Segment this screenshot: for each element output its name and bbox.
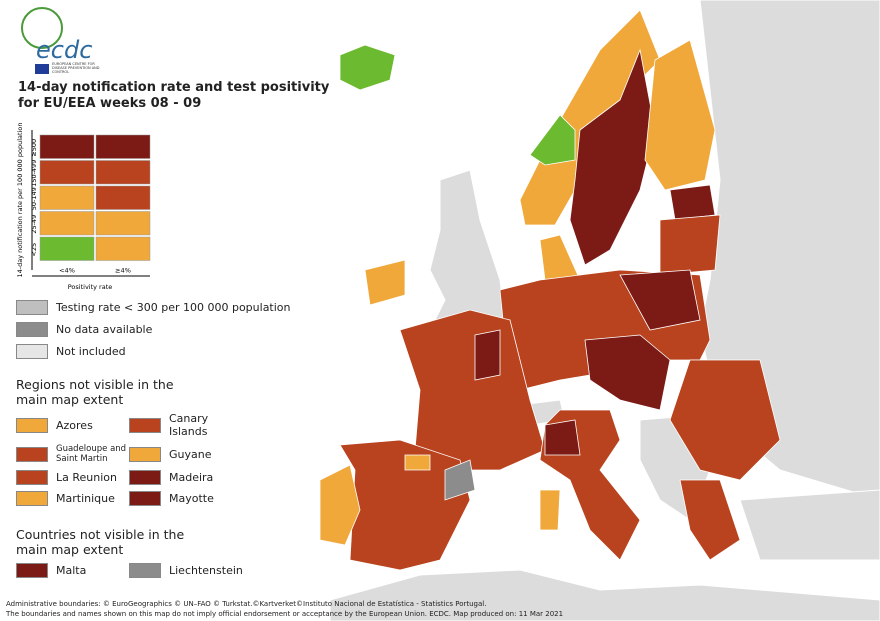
row-label: 25-49 — [30, 215, 38, 234]
legend-swatch — [16, 322, 48, 337]
matrix-cell — [95, 236, 151, 261]
ireland — [364, 259, 406, 306]
legend-item: Guadeloupe and Saint Martin — [16, 444, 129, 464]
czechia-hungary — [584, 334, 671, 411]
legend-swatch — [16, 491, 48, 506]
legend-item: La Reunion — [16, 470, 129, 485]
france-dark — [474, 329, 501, 381]
legend-swatch — [16, 417, 48, 433]
legend-item: Guyane — [129, 444, 239, 464]
legend-label: Canary Islands — [169, 412, 209, 438]
title: 14-day notification rate and test positi… — [18, 80, 329, 112]
footer-line: The boundaries and names shown on this m… — [6, 610, 564, 618]
matrix-cell — [39, 211, 95, 236]
legend-label: No data available — [56, 323, 153, 336]
title-line: 14-day notification rate and test positi… — [18, 80, 330, 95]
iceland — [339, 44, 396, 91]
finland — [644, 39, 716, 191]
legend-item: Azores — [16, 412, 129, 438]
legend-swatch — [129, 470, 161, 485]
column-label: ≥4% — [115, 267, 131, 275]
row-label: ≥500 — [30, 139, 38, 157]
matrix-cell — [39, 134, 95, 159]
legend-label: Martinique — [56, 492, 115, 505]
matrix-cell — [95, 185, 151, 210]
france — [399, 309, 546, 471]
legend-swatch — [16, 563, 48, 578]
legend-label: Liechtenstein — [169, 564, 243, 577]
legend-label: Not included — [56, 345, 126, 358]
legend-item: Mayotte — [129, 491, 239, 506]
legend-item: Testing rate < 300 per 100 000 populatio… — [16, 300, 291, 315]
legend-label: Guyane — [169, 447, 212, 461]
countries-title: Countries not visible in the main map ex… — [16, 527, 185, 557]
matrix-cell — [39, 185, 95, 210]
great-britain — [429, 169, 506, 336]
legend-swatch — [16, 470, 48, 485]
matrix-cell — [39, 236, 95, 261]
legend-swatch — [129, 417, 161, 433]
eu-regions — [319, 9, 781, 571]
countries-legend: Malta Liechtenstein — [16, 563, 243, 578]
status-legend: Testing rate < 300 per 100 000 populatio… — [16, 300, 291, 359]
turkey — [739, 489, 880, 561]
legend-item: Madeira — [129, 470, 239, 485]
catalonia — [444, 459, 476, 501]
legend-item: Martinique — [16, 491, 129, 506]
legend-swatch — [16, 446, 48, 462]
regions-legend: Azores Canary Islands Guadeloupe and Saint… — [16, 412, 239, 506]
sweden — [569, 48, 656, 266]
estonia — [669, 184, 716, 221]
legend-label: Mayotte — [169, 492, 214, 505]
footer-line: Administrative boundaries: © EuroGeograp… — [6, 600, 487, 608]
y-label: 14-day notification rate per 100 000 pop… — [16, 123, 24, 278]
italy-north — [544, 419, 581, 456]
sardinia — [539, 489, 561, 531]
row-label: 150-499 — [30, 160, 38, 187]
matrix-cell — [95, 211, 151, 236]
spain-orange — [404, 454, 431, 471]
eu-flag — [35, 64, 49, 74]
denmark — [539, 234, 581, 281]
portugal — [319, 464, 361, 546]
legend-item: Not included — [16, 344, 291, 359]
x-label: Positivity rate — [68, 283, 113, 291]
logo-text: ecdc — [36, 36, 92, 64]
title-line: for EU/EEA weeks 08 - 09 — [18, 96, 202, 111]
logo-globe — [21, 7, 63, 49]
north-africa — [329, 569, 880, 621]
legend-swatch — [16, 344, 48, 359]
row-label: 50-149 — [30, 187, 38, 210]
legend-swatch — [129, 446, 161, 462]
legend-label: Madeira — [169, 471, 214, 484]
matrix-cell — [95, 134, 151, 159]
legend-label: Malta — [56, 564, 87, 577]
legend-item: Malta — [16, 563, 129, 578]
legend-label: Azores — [56, 418, 93, 432]
legend-item: Canary Islands — [129, 412, 239, 438]
matrix-cell — [39, 160, 95, 185]
legend-label: La Reunion — [56, 471, 117, 484]
poland-dark — [619, 269, 701, 331]
row-label: <25 — [30, 243, 38, 257]
agency-text: EUROPEAN CENTRE FOR DISEASE PREVENTION A… — [52, 62, 100, 74]
legend-item: Liechtenstein — [129, 563, 243, 578]
baltics — [659, 214, 721, 276]
column-label: <4% — [59, 267, 75, 275]
legend-item: No data available — [16, 322, 291, 337]
legend-swatch — [16, 300, 48, 315]
norway-green — [529, 114, 576, 166]
agency: EUROPEAN CENTRE FOR DISEASE PREVENTION A… — [52, 62, 100, 74]
greece — [679, 479, 741, 561]
legend-swatch — [129, 491, 161, 506]
regions-title: Regions not visible in the main map exte… — [16, 377, 174, 407]
romania-bulgaria — [669, 359, 781, 481]
legend-swatch — [129, 563, 161, 578]
legend-label: Guadeloupe and Saint Martin — [56, 444, 127, 464]
matrix-cell — [95, 160, 151, 185]
legend-label: Testing rate < 300 per 100 000 populatio… — [56, 301, 291, 314]
